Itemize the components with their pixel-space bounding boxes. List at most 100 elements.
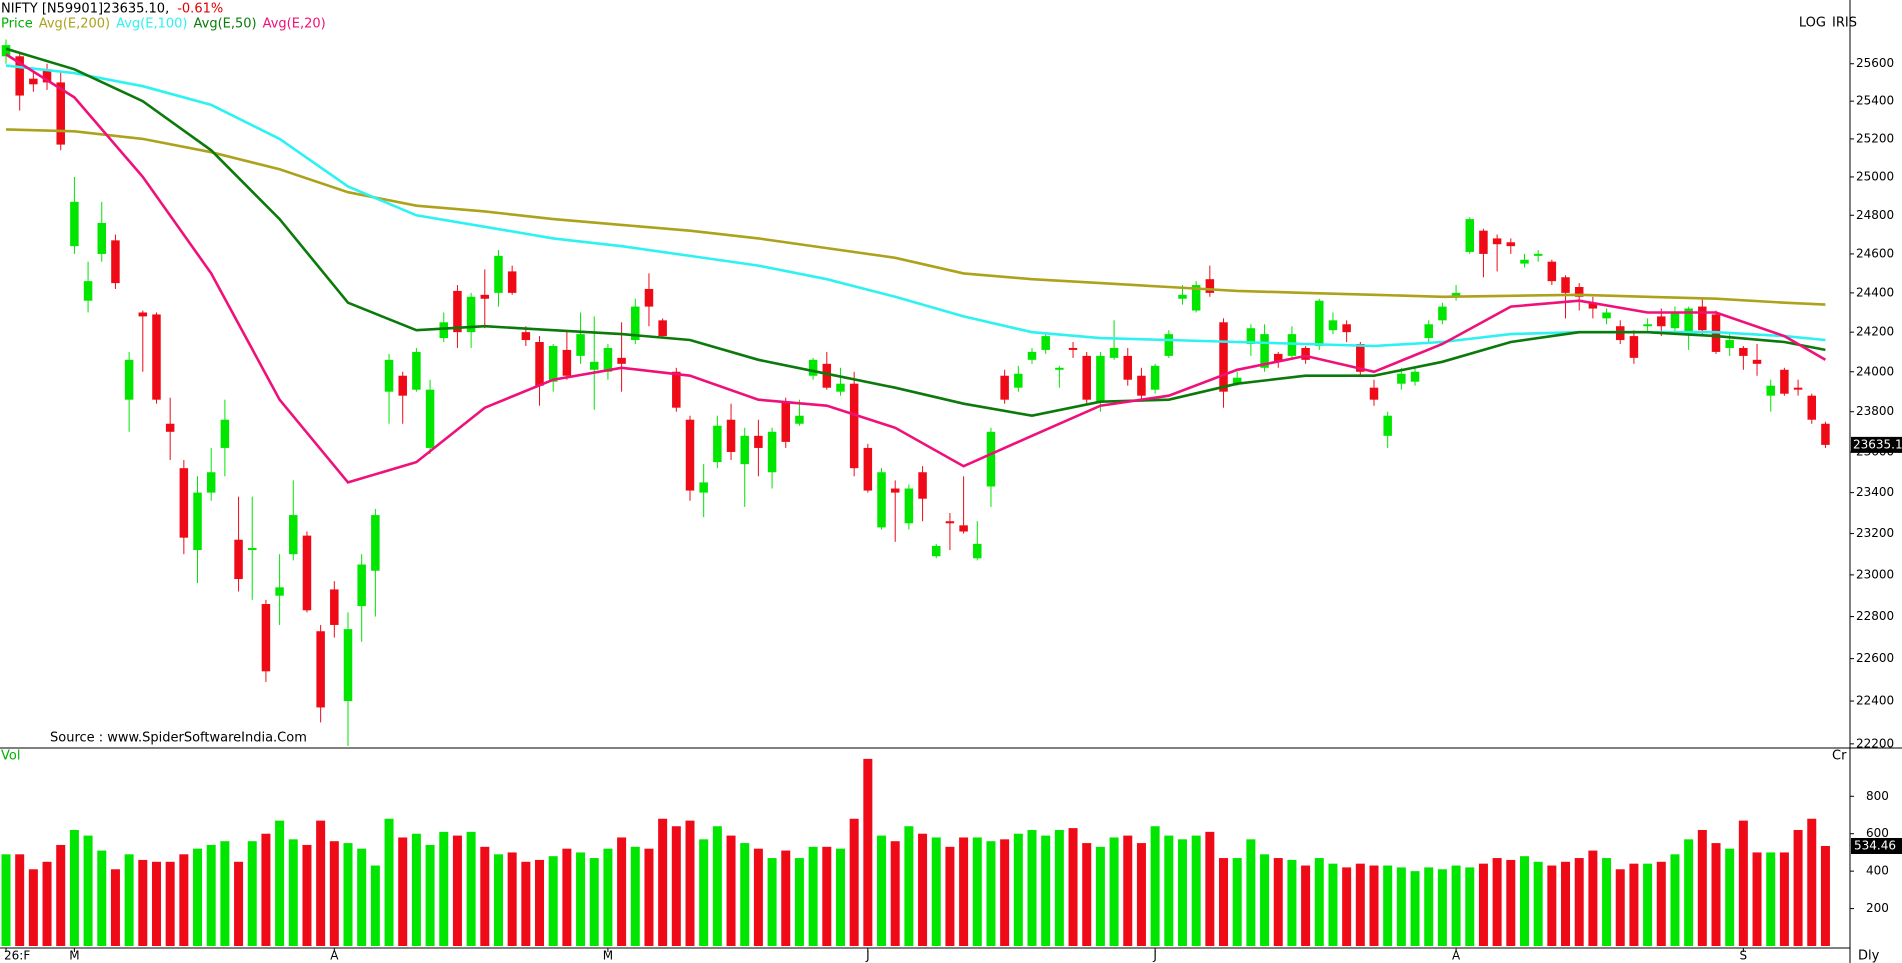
- volume-bar: [439, 831, 449, 946]
- candle-body: [1356, 344, 1365, 372]
- volume-bar: [1561, 861, 1571, 946]
- candle-body: [453, 290, 462, 333]
- volume-bar: [1766, 852, 1776, 946]
- candle-body: [918, 472, 927, 499]
- volume-bar: [1, 854, 11, 946]
- volume-bar: [548, 856, 558, 946]
- candle-body: [56, 82, 65, 145]
- volume-bar: [1314, 858, 1324, 946]
- candle-body: [439, 322, 449, 339]
- candle-body: [795, 415, 804, 424]
- candle-body: [1014, 373, 1023, 388]
- x-tick-label: A: [1452, 949, 1461, 963]
- volume-bar: [493, 854, 503, 946]
- candle-body: [535, 342, 544, 386]
- last-price-box: [1851, 436, 1902, 453]
- volume-bar: [945, 846, 955, 946]
- volume-bar: [1820, 845, 1830, 946]
- candle-body: [1780, 369, 1789, 394]
- candle-body: [562, 349, 572, 376]
- volume-bar: [1246, 839, 1256, 946]
- candle-body: [1273, 353, 1283, 362]
- candle-body: [1082, 355, 1091, 400]
- candle-body: [1629, 336, 1639, 358]
- candle-body: [644, 288, 654, 307]
- candle-body: [1260, 334, 1269, 368]
- x-tick-label: 26:F: [4, 949, 30, 963]
- candle-body: [1561, 277, 1570, 293]
- candle-body: [1520, 259, 1529, 264]
- y-tick-label: 23800: [1856, 404, 1894, 418]
- volume-bar: [617, 837, 627, 946]
- candle-body: [589, 361, 599, 370]
- candle-body: [1451, 292, 1461, 297]
- candle-body: [261, 604, 271, 672]
- volume-bar: [165, 861, 175, 946]
- price-change: -0.61%: [177, 2, 223, 17]
- candle-body: [1465, 219, 1475, 252]
- volume-bar: [83, 835, 93, 946]
- y-tick-label: 25400: [1856, 94, 1894, 108]
- y-tick-label: 23200: [1856, 526, 1894, 540]
- candle-body: [713, 425, 722, 463]
- volume-bar: [562, 848, 572, 946]
- volume-bar: [904, 826, 914, 946]
- y-tick-label: 24800: [1856, 208, 1894, 222]
- candle-body: [412, 351, 421, 390]
- volume-bar: [685, 820, 695, 946]
- candle-body: [425, 389, 435, 448]
- y-tick-label: 25200: [1856, 131, 1894, 145]
- volume-bar: [1738, 820, 1748, 946]
- candle-body: [521, 332, 531, 341]
- volume-bar: [1219, 858, 1229, 946]
- candle-body: [781, 401, 791, 442]
- volume-bar: [1164, 835, 1174, 946]
- volume-bar: [1684, 839, 1694, 946]
- volume-bar: [794, 858, 804, 946]
- volume-unit: Cr: [1832, 749, 1847, 764]
- legend-entry: Avg(E,50): [194, 17, 257, 32]
- volume-bar: [97, 850, 107, 946]
- candle-body: [97, 222, 107, 254]
- candle-body: [1397, 373, 1406, 384]
- candle-body: [672, 371, 681, 408]
- candle-body: [193, 492, 202, 551]
- x-tick-label: S: [1740, 949, 1748, 963]
- period-label: Dly: [1858, 949, 1880, 963]
- candle-body: [357, 564, 366, 607]
- moving-average-line: [5, 53, 1827, 484]
- candle-body: [1055, 367, 1064, 370]
- volume-bar: [1711, 843, 1721, 946]
- volume-bar: [1492, 858, 1502, 946]
- candle-body: [1123, 355, 1133, 380]
- candle-body: [1068, 347, 1078, 350]
- candle-body: [1027, 351, 1037, 360]
- volume-bar: [767, 858, 777, 946]
- volume-bar: [357, 848, 367, 946]
- candle-body: [42, 69, 52, 83]
- candle-body: [1328, 320, 1338, 331]
- candle-body: [1438, 306, 1447, 321]
- volume-bar: [849, 818, 859, 946]
- candle-body: [398, 375, 407, 396]
- source-note: Source : www.SpiderSoftwareIndia.Com: [50, 731, 307, 746]
- candle-body: [1479, 230, 1488, 254]
- volume-bar: [1451, 865, 1461, 946]
- x-tick-label: A: [330, 949, 339, 963]
- candle-body: [206, 472, 216, 493]
- y-tick-label: 22400: [1856, 694, 1894, 708]
- candle-body: [1205, 279, 1215, 293]
- legend-entry: Avg(E,200): [39, 17, 110, 32]
- volume-bar: [644, 848, 654, 946]
- candle-body: [1739, 347, 1748, 356]
- volume-bar: [671, 826, 681, 946]
- candle-body: [754, 435, 763, 448]
- volume-bar: [1424, 867, 1434, 946]
- candle-body: [1588, 302, 1598, 309]
- volume-bar: [275, 820, 285, 946]
- volume-bar: [1054, 829, 1064, 946]
- volume-bar: [1533, 861, 1543, 946]
- volume-bar: [863, 758, 873, 946]
- volume-bar: [1287, 859, 1297, 946]
